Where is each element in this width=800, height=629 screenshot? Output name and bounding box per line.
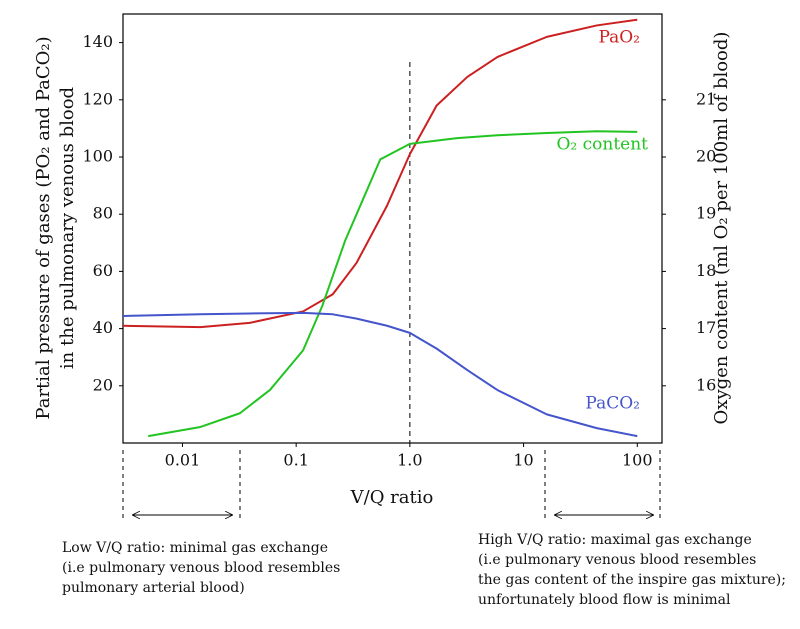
y-tick-label: 20 (93, 375, 113, 394)
y2-tick-label: 17 (696, 318, 716, 337)
y-tick-label: 60 (93, 261, 113, 280)
plot-frame (122, 13, 663, 444)
y2-tick-label: 21 (696, 89, 716, 108)
annotation: pulmonary arterial blood) (62, 580, 245, 596)
range-guides (122, 450, 661, 522)
series-line (148, 130, 638, 438)
y-tick-label: 140 (82, 32, 113, 51)
annotation: Low V/Q ratio: minimal gas exchange (62, 540, 328, 556)
y2-tick-label: 19 (696, 204, 716, 223)
y2-tick-label: 18 (696, 261, 716, 280)
x-tick-label: 10 (513, 451, 533, 470)
annotation: (i.e pulmonary venous blood resembles (62, 560, 340, 576)
series-line (122, 311, 638, 438)
y2-tick-label: 20 (696, 147, 716, 166)
x-tick-label: 0.1 (283, 451, 308, 470)
x-tick-label: 1.0 (397, 451, 422, 470)
y-axis-label: in the pulmonary venous blood (57, 87, 78, 369)
x-tick-label: 100 (622, 451, 653, 470)
series-label: PaO₂ (598, 28, 640, 48)
annotation: the gas content of the inspire gas mixtu… (478, 572, 786, 588)
y-tick-label: 120 (82, 89, 113, 108)
y-tick-label: 40 (93, 318, 113, 337)
y-tick-label: 100 (82, 147, 113, 166)
annotation: (i.e pulmonary venous blood resembles (478, 552, 756, 568)
series-line (122, 18, 638, 329)
series-label: PaCO₂ (585, 394, 640, 414)
y2-axis-label: Oxygen content (ml O₂ per 100ml of blood… (711, 32, 732, 425)
annotation: High V/Q ratio: maximal gas exchange (478, 532, 752, 548)
y-axis-label: Partial pressure of gases (PO₂ and PaCO₂… (33, 36, 54, 419)
x-tick-label: 0.01 (165, 451, 201, 470)
y-tick-label: 80 (93, 204, 113, 223)
y2-tick-label: 16 (696, 375, 716, 394)
x-axis-label: V/Q ratio (350, 487, 434, 508)
annotation: unfortunately blood flow is minimal (478, 592, 731, 608)
series-label: O₂ content (556, 135, 648, 155)
